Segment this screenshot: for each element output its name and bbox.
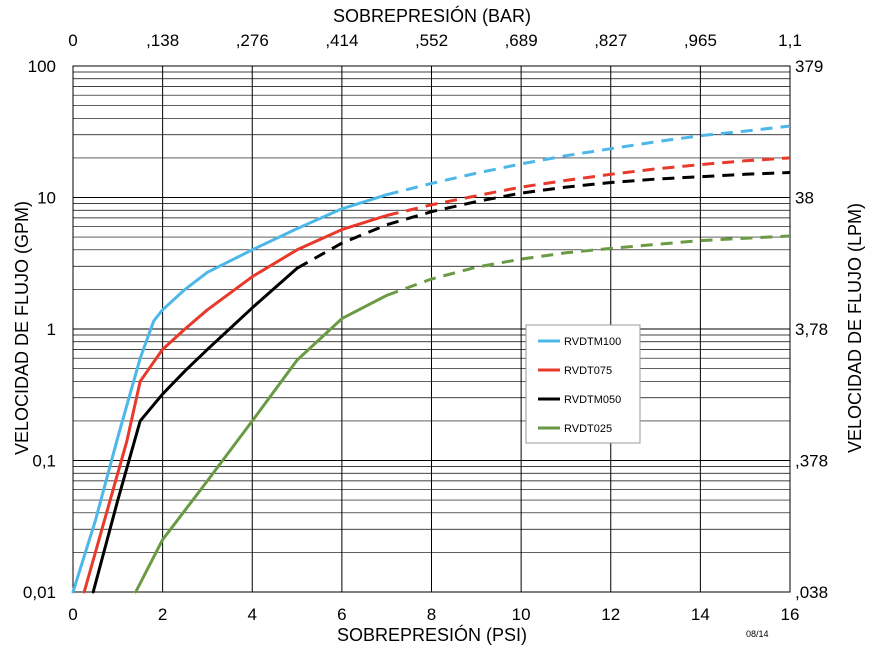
y-axis-title-right: VELOCIDAD DE FLUJO (LPM) bbox=[845, 203, 865, 453]
y-tick-label-right: ,378 bbox=[795, 452, 828, 471]
legend-box bbox=[525, 324, 641, 444]
y-tick-label-left: 0,1 bbox=[32, 452, 56, 471]
x-tick-label-top: ,827 bbox=[594, 31, 627, 50]
series-line-rvdt075 bbox=[82, 214, 389, 594]
legend-entry: RVDT025 bbox=[564, 423, 612, 435]
y-tick-labels-right: ,038 ,378 3,78 38 379 bbox=[795, 57, 828, 602]
x-axis-title-top: SOBREPRESIÓN (BAR) bbox=[333, 5, 531, 26]
x-axis-title-bottom: SOBREPRESIÓN (PSI) bbox=[337, 624, 527, 645]
x-tick-labels-bottom: 0 2 4 6 8 10 12 14 16 bbox=[68, 605, 799, 624]
x-tick-label-bottom: 6 bbox=[337, 605, 346, 624]
x-tick-label-top: 1,1 bbox=[778, 31, 802, 50]
legend-entry: RVDTM100 bbox=[564, 336, 621, 348]
y-tick-label-right: 379 bbox=[795, 57, 823, 76]
x-tick-label-bottom: 4 bbox=[248, 605, 257, 624]
x-tick-label-top: ,138 bbox=[146, 31, 179, 50]
x-tick-label-top: 0 bbox=[68, 31, 77, 50]
x-tick-label-top: ,965 bbox=[684, 31, 717, 50]
x-tick-label-bottom: 2 bbox=[158, 605, 167, 624]
x-tick-label-bottom: 14 bbox=[691, 605, 710, 624]
y-tick-label-right: 3,78 bbox=[795, 320, 828, 339]
y-tick-label-right: 38 bbox=[795, 189, 814, 208]
x-tick-label-bottom: 16 bbox=[781, 605, 800, 624]
legend: RVDTM100 RVDT075 RVDTM050 RVDT025 bbox=[525, 324, 641, 444]
y-tick-label-left: 1 bbox=[47, 320, 56, 339]
y-tick-label-left: 10 bbox=[37, 189, 56, 208]
x-tick-label-top: ,276 bbox=[236, 31, 269, 50]
legend-entry: RVDTM050 bbox=[564, 394, 621, 406]
y-tick-label-right: ,038 bbox=[795, 583, 828, 602]
x-tick-label-bottom: 8 bbox=[427, 605, 436, 624]
series-line-rvdtm100 bbox=[71, 193, 389, 594]
series-line-dashed-rvdtm100 bbox=[386, 124, 791, 197]
x-tick-labels-top: 0 ,138 ,276 ,414 ,552 ,689 ,827 ,965 1,1 bbox=[68, 31, 802, 50]
date-code: 08/14 bbox=[746, 629, 769, 639]
x-tick-label-top: ,414 bbox=[325, 31, 358, 50]
plot-frame bbox=[72, 65, 791, 593]
series-line-rvdt025 bbox=[134, 293, 389, 594]
y-tick-label-left: 0,01 bbox=[23, 583, 56, 602]
series-line-dashed-rvdt075 bbox=[386, 156, 791, 217]
x-tick-label-top: ,689 bbox=[505, 31, 538, 50]
x-tick-label-top: ,552 bbox=[415, 31, 448, 50]
legend-entry: RVDT075 bbox=[564, 365, 612, 377]
y-tick-label-left: 100 bbox=[28, 57, 56, 76]
series-line-dashed-rvdt025 bbox=[386, 234, 791, 297]
series-line-rvdtm050 bbox=[91, 266, 299, 594]
x-tick-label-bottom: 12 bbox=[601, 605, 620, 624]
series-layer bbox=[71, 124, 791, 594]
series-line-dashed-rvdtm050 bbox=[296, 171, 791, 270]
x-tick-label-bottom: 10 bbox=[512, 605, 531, 624]
y-tick-labels-left: 0,01 0,1 1 10 100 bbox=[23, 57, 56, 602]
x-tick-label-bottom: 0 bbox=[68, 605, 77, 624]
y-axis-title-left: VELOCIDAD DE FLUJO (GPM) bbox=[12, 201, 32, 455]
